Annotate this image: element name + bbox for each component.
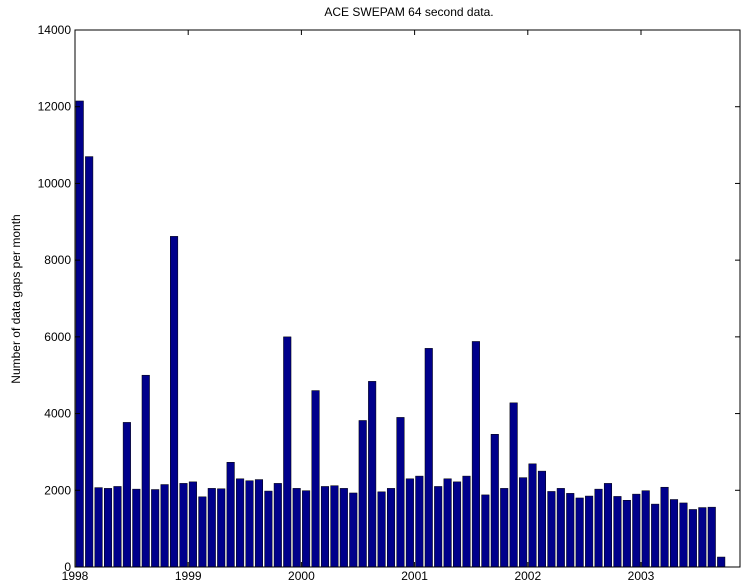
x-axis: 1998 1999 2000 2001 2002 2003 [62,30,655,583]
bar [424,348,433,568]
bar [585,495,594,568]
bar [698,507,707,568]
bar [245,480,254,568]
bar [273,483,282,568]
bar [660,486,669,568]
bar [264,490,273,568]
y-tick-label: 12000 [38,100,72,114]
plot-area-frame [74,29,741,568]
y-tick-label: 14000 [38,23,72,37]
bar [717,556,726,568]
bar [283,336,292,568]
bar [566,493,575,568]
bar [207,488,216,568]
bar [179,483,188,568]
bar [396,417,405,568]
y-axis-label: Number of data gaps per month [9,214,23,383]
bar [471,341,480,568]
bar [519,477,528,568]
bar [434,486,443,568]
bar [236,478,245,568]
bar [113,486,122,568]
y-tick-label: 2000 [44,483,71,497]
x-tick-label: 2001 [401,569,428,583]
bar [198,496,207,568]
bar [462,475,471,568]
bar [603,483,613,568]
x-tick-label: 2000 [288,569,315,583]
y-tick-label: 0 [64,560,71,574]
y-tick-label: 10000 [38,176,72,190]
bar [500,488,509,568]
y-tick-label: 8000 [44,253,71,267]
bar [509,402,518,568]
bar [377,491,386,568]
bar [641,490,650,568]
x-tick-label: 1999 [175,569,202,583]
bar [132,488,141,568]
bar [537,470,546,568]
bar [613,496,622,568]
bar [594,488,603,568]
bar [330,485,339,568]
chart-title: ACE SWEPAM 64 second data. [324,5,493,19]
bar [632,493,641,568]
bar [368,381,377,568]
bar [254,479,263,568]
bar [443,478,452,568]
bar [85,156,94,568]
y-axis: 0 2000 4000 6000 8000 10000 12000 14000 [38,23,740,574]
bar [141,374,150,568]
bar [311,390,320,568]
bar [575,497,584,568]
bar [349,492,358,568]
bar [405,478,414,568]
bar [679,502,688,568]
bar [688,509,697,568]
bars-group [75,100,726,568]
x-tick-label: 2002 [514,569,541,583]
bar [651,503,660,568]
bar [151,489,160,568]
bar [669,499,679,568]
bar [292,488,301,568]
y-tick-label: 6000 [44,330,71,344]
bar [94,487,103,568]
bar [707,506,716,568]
bar [622,500,631,568]
bar [490,434,499,568]
bar [358,420,367,568]
bar [415,475,424,568]
bar [217,488,226,568]
bar [226,462,235,568]
bar [170,236,179,568]
bar [528,463,537,568]
bar [481,494,490,568]
bar [556,488,565,568]
bar [122,422,131,568]
bar [75,100,84,568]
bar [386,488,396,568]
y-tick-label: 4000 [44,407,71,421]
bar [302,490,311,568]
bar [188,481,197,568]
x-tick-label: 1998 [62,569,89,583]
bar [547,491,556,568]
bar [453,481,462,568]
bar [320,486,330,568]
bar [160,484,169,568]
bar [339,488,348,568]
x-tick-label: 2003 [628,569,655,583]
bar [103,488,113,568]
